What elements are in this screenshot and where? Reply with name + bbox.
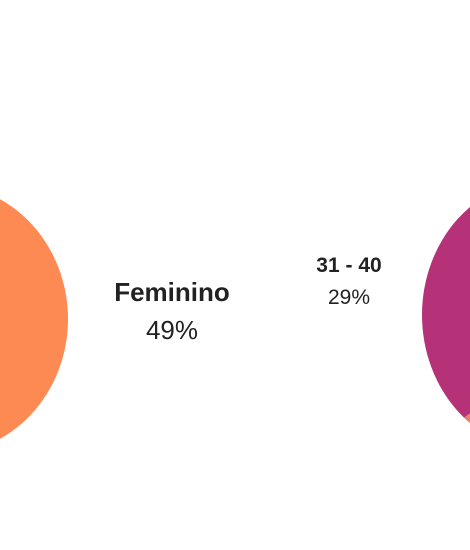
gender-segment-label: Feminino 49% [92,276,252,346]
age-segment-name: 31 - 40 [316,254,382,277]
gender-pie-slice[interactable] [0,184,68,454]
gender-segment-percent: 49% [145,315,199,345]
age-pie-adjacent-slice[interactable] [457,405,470,450]
age-segment-label: 31 - 40 29% [289,253,409,311]
age-pie-slice[interactable] [422,180,470,450]
age-segment-percent: 29% [327,286,371,309]
gender-segment-name: Feminino [114,277,230,307]
